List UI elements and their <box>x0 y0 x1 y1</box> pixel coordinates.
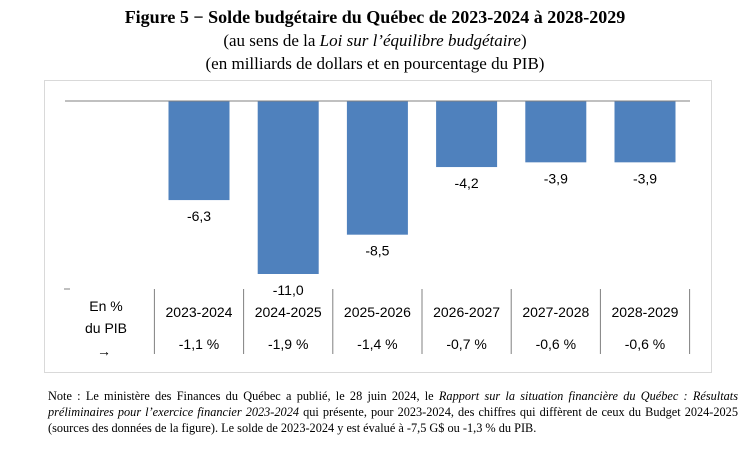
pct-gdp-2028-2029: -0,6 % <box>625 336 665 352</box>
row-header-line-1: En % <box>89 298 122 314</box>
figure-units: (en milliards de dollars et en pourcenta… <box>205 54 545 73</box>
value-label-2023-2024: -6,3 <box>187 208 211 224</box>
value-label-2027-2028: -3,9 <box>544 170 568 186</box>
bars-group <box>168 101 676 274</box>
bar-2027-2028 <box>525 101 587 163</box>
chart-frame <box>44 80 712 373</box>
category-label-2026-2027: 2026-2027 <box>433 304 500 320</box>
gdp-table: En % du PIB → 2023-2024 -1,1 % 2024-2025 -1,9 … <box>64 288 691 359</box>
value-label-2026-2027: -4,2 <box>455 175 479 191</box>
footnote: Note : Le ministère des Finances du Québ… <box>48 388 738 436</box>
bar-2028-2029 <box>614 101 676 163</box>
note-report-title: Rapport sur la situation financière du Q… <box>48 389 738 419</box>
category-label-2024-2025: 2024-2025 <box>255 304 322 320</box>
subtitle-law-name: Loi sur l’équilibre budgétaire <box>319 31 521 50</box>
category-label-2023-2024: 2023-2024 <box>166 304 233 320</box>
value-label-2024-2025: -11,0 <box>273 282 304 298</box>
category-label-2028-2029: 2028-2029 <box>612 304 679 320</box>
bar-2025-2026 <box>346 101 408 235</box>
note-text-2: qui présente, pour 2023-2024, des chiffr… <box>48 405 738 435</box>
figure-subtitle: (au sens de la Loi sur l’équilibre budgé… <box>0 31 750 51</box>
category-label-2025-2026: 2025-2026 <box>344 304 411 320</box>
figure-title: Figure 5 − Solde budgétaire du Québec de… <box>124 7 626 27</box>
pct-gdp-2025-2026: -1,4 % <box>357 336 397 352</box>
bar-2026-2027 <box>436 101 498 168</box>
pct-gdp-2027-2028: -0,6 % <box>536 336 576 352</box>
subtitle-suffix: ) <box>520 31 527 50</box>
value-label-2028-2029: -3,9 <box>633 170 657 186</box>
pct-gdp-2024-2025: -1,9 % <box>268 336 308 352</box>
row-header-line-2: du PIB <box>85 320 127 336</box>
value-label-2025-2026: -8,5 <box>365 243 389 259</box>
value-labels-group: -6,3 -11,0 -8,5 -4,2 -3,9 -3,9 <box>187 170 657 298</box>
category-label-2027-2028: 2027-2028 <box>522 304 589 320</box>
bar-2024-2025 <box>257 101 319 274</box>
note-text-1: Note : Le ministère des Finances du Québ… <box>48 389 439 403</box>
subtitle-prefix: (au sens de la <box>223 31 320 50</box>
row-header-line-3: → <box>97 343 111 359</box>
bar-2023-2024 <box>168 101 230 201</box>
pct-gdp-2026-2027: -0,7 % <box>446 336 486 352</box>
pct-gdp-2023-2024: -1,1 % <box>179 336 219 352</box>
